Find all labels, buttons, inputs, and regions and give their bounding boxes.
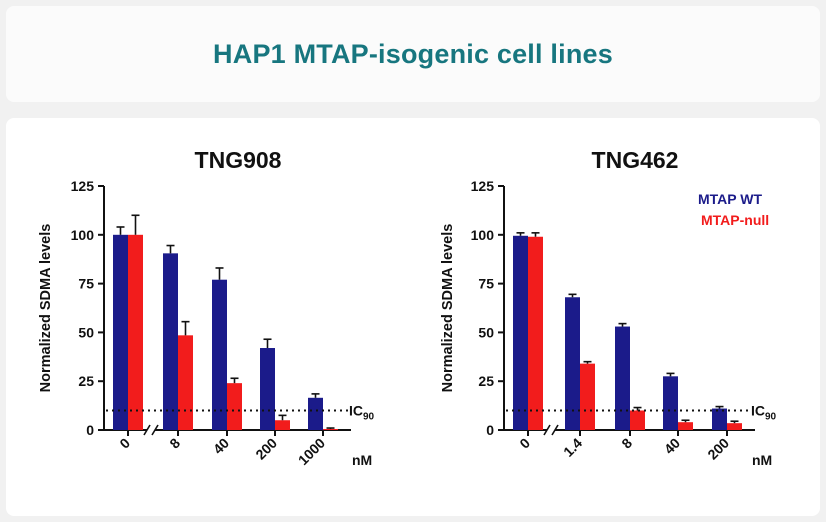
ic90-label: IC90	[349, 402, 375, 422]
chart-tng908: TNG908 Normalized SDMA levels 0 25 50 75 100 12…	[38, 147, 375, 468]
ic90-label-sub: 90	[765, 411, 777, 422]
axis-break-mark	[143, 424, 151, 436]
x-tick-label: 40	[210, 435, 232, 457]
y-tick-label: 75	[78, 276, 94, 292]
axis-break-mark	[151, 424, 159, 436]
axis-break-mark	[543, 424, 551, 436]
bar-null	[528, 236, 543, 430]
bar-wt	[113, 234, 128, 430]
bar-wt	[260, 348, 275, 430]
ic90-label-main: IC	[349, 402, 363, 418]
x-tick-label: 0	[116, 435, 133, 452]
chart-title: TNG462	[592, 147, 679, 173]
ic90-label: IC90	[751, 402, 777, 422]
y-tick-label: 75	[478, 276, 494, 292]
header-title: HAP1 MTAP-isogenic cell lines	[213, 38, 613, 69]
y-axis-label: Normalized SDMA levels	[38, 224, 54, 393]
bar-wt	[513, 235, 528, 430]
x-tick-label: 8	[166, 435, 183, 452]
bar-wt	[163, 253, 178, 430]
bar-null	[178, 335, 193, 430]
y-tick-label: 50	[78, 324, 94, 340]
y-tick-label: 0	[86, 422, 94, 438]
x-tick-label: 8	[618, 435, 635, 452]
bar-null	[275, 420, 290, 430]
y-tick-label: 50	[478, 324, 494, 340]
header-banner: HAP1 MTAP-isogenic cell lines	[6, 6, 820, 102]
y-tick-label: 25	[478, 373, 494, 389]
bar-wt	[212, 279, 227, 430]
axis-break-mark	[551, 424, 559, 436]
ic90-label-main: IC	[751, 402, 765, 418]
x-unit-label: nM	[352, 452, 372, 468]
chart-title: TNG908	[195, 147, 282, 173]
legend: MTAP WT MTAP-null	[698, 191, 769, 228]
y-tick-label: 0	[486, 422, 494, 438]
x-tick-label: 200	[704, 435, 732, 463]
bar-wt	[712, 408, 727, 430]
y-axis-label: Normalized SDMA levels	[440, 224, 456, 393]
x-tick-label: 200	[252, 435, 280, 463]
bar-null	[227, 383, 242, 430]
bar-null	[678, 422, 693, 430]
legend-wt: MTAP WT	[698, 191, 762, 207]
y-tick-label: 100	[71, 227, 95, 243]
y-tick-label: 125	[71, 178, 95, 194]
x-unit-label: nM	[752, 452, 772, 468]
legend-null: MTAP-null	[701, 212, 769, 228]
bar-wt	[565, 297, 580, 430]
bar-wt	[308, 397, 323, 430]
bar-wt	[615, 326, 630, 430]
bar-wt	[663, 376, 678, 430]
bar-null	[323, 429, 338, 430]
bar-null	[630, 410, 645, 430]
bar-null	[727, 423, 742, 430]
x-tick-label: 40	[661, 435, 683, 457]
bar-null	[580, 363, 595, 430]
y-tick-label: 125	[471, 178, 495, 194]
bar-null	[128, 234, 143, 430]
y-tick-label: 100	[471, 227, 495, 243]
x-tick-label: 1.4	[560, 435, 585, 460]
x-tick-label: 1000	[295, 435, 328, 468]
ic90-label-sub: 90	[363, 411, 375, 422]
y-tick-label: 25	[78, 373, 94, 389]
x-tick-label: 0	[516, 435, 533, 452]
